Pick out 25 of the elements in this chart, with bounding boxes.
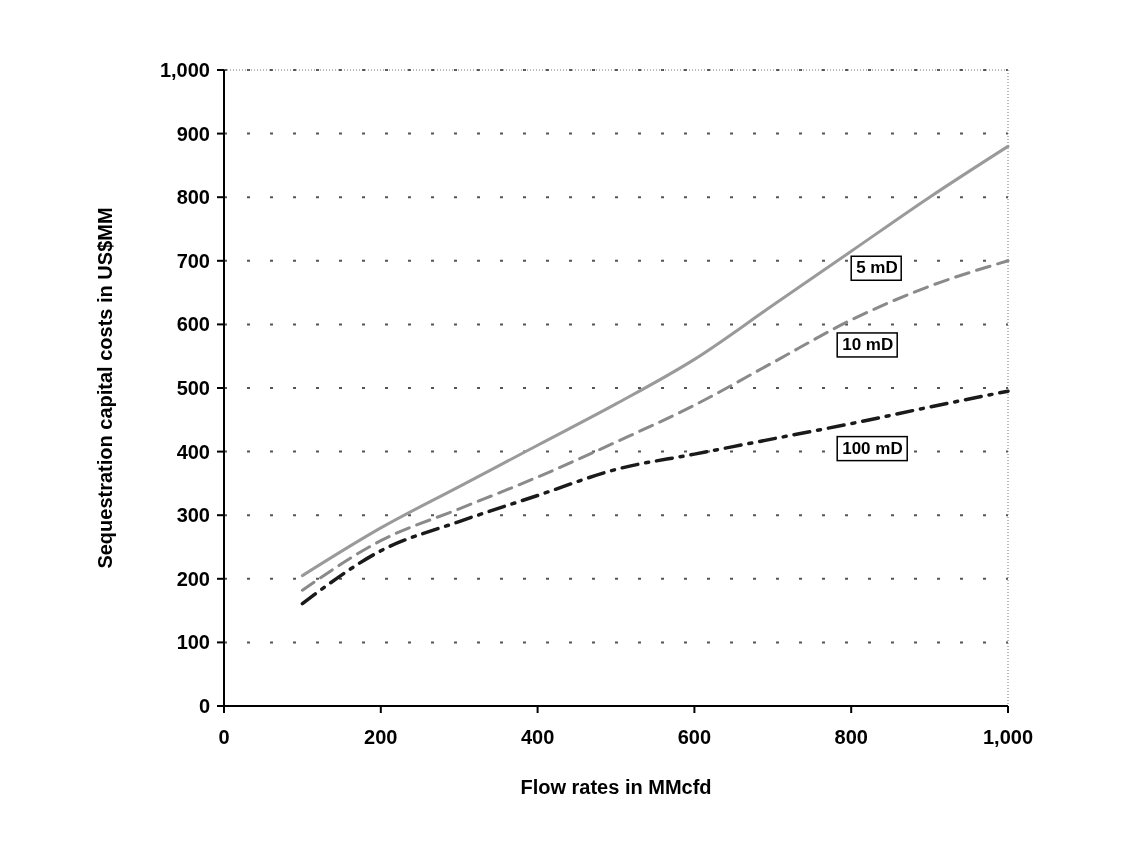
y-tick-label: 500 <box>176 377 210 399</box>
y-tick-label: 800 <box>176 186 210 209</box>
x-tick-label: 400 <box>520 726 555 748</box>
y-tick-label: 100 <box>176 631 210 654</box>
line-series <box>300 259 1010 592</box>
series-label: 10 mD <box>842 334 894 354</box>
y-tick-label: 300 <box>176 504 210 527</box>
y-tick-label: 1,000 <box>159 59 210 81</box>
series-label: 5 mD <box>856 258 898 278</box>
y-tick-label: 0 <box>198 695 210 717</box>
x-tick-label: 0 <box>218 726 230 748</box>
y-tick-label: 700 <box>176 249 210 272</box>
x-tick-label: 200 <box>364 726 398 748</box>
y-tick-label: 400 <box>176 440 210 463</box>
x-tick-label: 800 <box>834 726 868 748</box>
y-tick-label: 200 <box>176 567 210 590</box>
y-tick-label: 600 <box>176 313 210 336</box>
x-tick-label: 1,000 <box>982 726 1034 748</box>
y-tick-label: 900 <box>176 122 210 145</box>
y-axis-title: Sequestration capital costs in US$MM <box>94 207 116 569</box>
series-label: 100 mD <box>842 438 903 458</box>
line-series <box>300 144 1010 578</box>
x-tick-label: 600 <box>677 726 712 748</box>
x-axis-title: Flow rates in MMcfd <box>520 776 712 798</box>
line-series <box>300 389 1010 606</box>
